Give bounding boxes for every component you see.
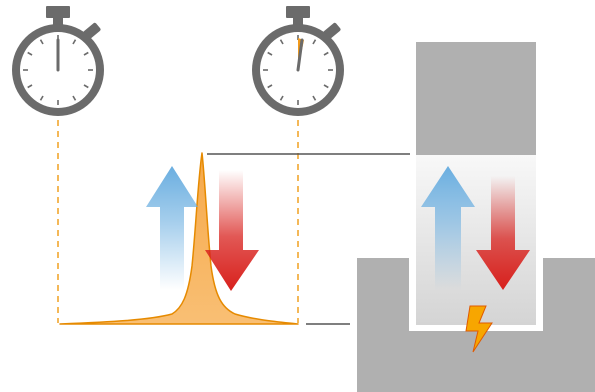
stopwatch-tick (323, 51, 329, 56)
arrow-up-right (421, 166, 475, 290)
stopwatch-tick (279, 95, 284, 101)
stopwatch-tick (267, 51, 273, 56)
stopwatch-ticks (263, 35, 333, 105)
stopwatch-tick (323, 84, 329, 89)
stopwatch-tick (27, 84, 33, 89)
upper-block (416, 42, 536, 155)
stopwatch-stem (53, 16, 63, 26)
stopwatch-ticks (23, 35, 93, 105)
stopwatch-crown (46, 6, 70, 18)
stopwatch-tick (72, 39, 77, 45)
stopwatch-tick (267, 84, 273, 89)
stopwatch-tick (83, 84, 89, 89)
stopwatch-tick (39, 95, 44, 101)
pulse-curve (59, 152, 299, 325)
arrow-down-left (205, 170, 259, 291)
lightning-bolt-icon (465, 305, 493, 353)
stopwatch-tick (27, 51, 33, 56)
stopwatch-tick (312, 95, 317, 101)
stopwatch-tick (83, 51, 89, 56)
arrow-down-right (476, 176, 530, 290)
stopwatch-tick (312, 39, 317, 45)
stopwatch-hand (296, 38, 304, 72)
gap-region (416, 155, 536, 325)
stopwatch-stem (293, 16, 303, 26)
stopwatch-icon-right (252, 6, 344, 116)
arrow-up-left (146, 166, 198, 290)
lower-block (357, 258, 595, 392)
stopwatch-tick (279, 39, 284, 45)
stopwatch-tick (39, 39, 44, 45)
stopwatch-crown (286, 6, 310, 18)
stopwatch-icon-left (12, 6, 104, 116)
stopwatch-tick (72, 95, 77, 101)
